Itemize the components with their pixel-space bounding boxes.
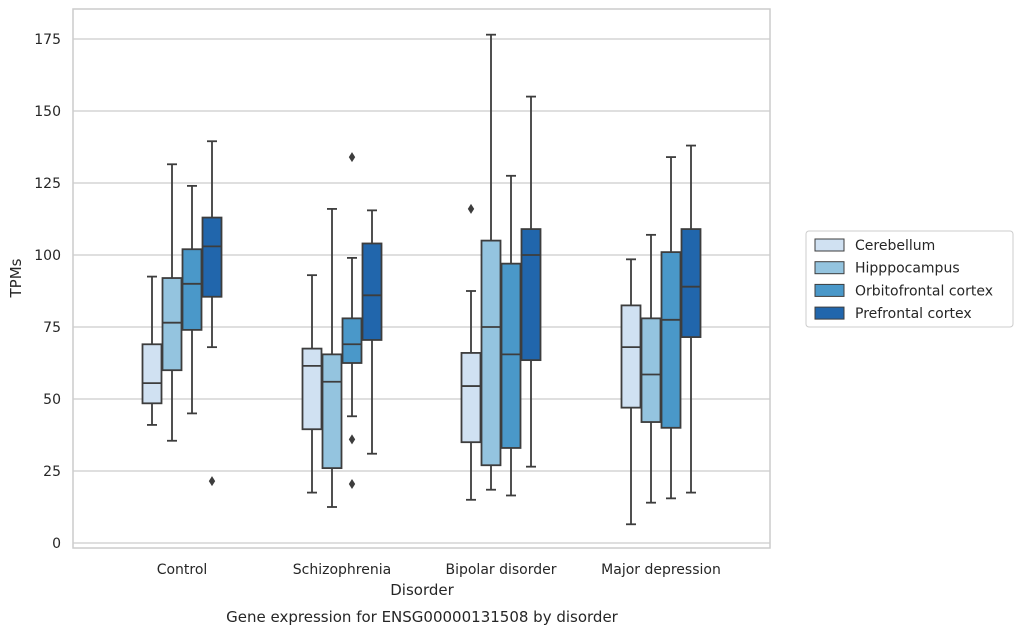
- box-body: [640, 317, 662, 423]
- box-body: [181, 248, 203, 331]
- box-body: [500, 262, 522, 449]
- box-1-0: [301, 274, 323, 494]
- legend-label: Cerebellum: [855, 238, 935, 254]
- y-tick-label: 50: [43, 392, 61, 408]
- box-0-1: [161, 163, 183, 442]
- box-body: [321, 353, 343, 470]
- box-0-2: [181, 184, 203, 415]
- box-body: [361, 242, 383, 341]
- outlier-point: [348, 478, 356, 489]
- legend-item: Hipppocampus: [814, 261, 960, 277]
- chart-caption: Gene expression for ENSG00000131508 by d…: [226, 608, 619, 626]
- x-axis-label: Disorder: [390, 581, 454, 599]
- x-tick-label: Schizophrenia: [293, 562, 391, 578]
- legend-swatch: [814, 306, 845, 320]
- box-1-2: [341, 152, 363, 489]
- outlier-point: [208, 476, 216, 487]
- box-body: [620, 304, 642, 409]
- y-tick-label: 175: [34, 32, 61, 48]
- legend-label: Orbitofrontal cortex: [855, 283, 993, 299]
- boxes: [141, 33, 702, 526]
- legend-item: Orbitofrontal cortex: [814, 283, 993, 299]
- box-3-3: [680, 144, 702, 494]
- box-body: [520, 228, 542, 362]
- box-2-2: [500, 174, 522, 497]
- y-tick-label: 0: [52, 536, 61, 552]
- x-tick-label: Major depression: [601, 562, 721, 578]
- box-0-0: [141, 275, 163, 426]
- x-tick-label: Control: [157, 562, 208, 578]
- legend-frame: [805, 230, 1014, 328]
- box-body: [480, 239, 502, 467]
- box-3-0: [620, 258, 642, 526]
- y-tick-label: 100: [34, 248, 61, 264]
- box-1-1: [321, 208, 343, 508]
- box-2-3: [520, 95, 542, 468]
- y-axis-ticks: 0 25 50 75 100 125 150 175: [34, 32, 61, 552]
- box-0-3: [201, 140, 223, 487]
- box-body: [161, 277, 183, 372]
- legend-item: Prefrontal cortex: [814, 306, 972, 322]
- box-body: [141, 343, 163, 405]
- legend-item: Cerebellum: [814, 238, 935, 254]
- y-axis-label: TPMs: [7, 258, 25, 298]
- legend-label: Hipppocampus: [855, 261, 960, 277]
- y-tick-label: 25: [43, 464, 61, 480]
- plot-frame: [72, 8, 771, 549]
- box-body: [301, 347, 323, 431]
- box-body: [660, 251, 682, 429]
- x-axis-ticks: Control Schizophrenia Bipolar disorder Majo…: [157, 562, 721, 578]
- box-body: [680, 228, 702, 338]
- box-3-2: [660, 156, 682, 500]
- legend-swatch: [814, 238, 845, 252]
- legend-swatch: [814, 261, 845, 275]
- box-body: [460, 352, 482, 444]
- legend-label: Prefrontal cortex: [855, 306, 972, 322]
- box-body: [341, 317, 363, 364]
- box-2-0: [460, 203, 482, 501]
- y-tick-label: 125: [34, 176, 61, 192]
- box-2-1: [480, 33, 502, 491]
- y-tick-label: 75: [43, 320, 61, 336]
- outlier-point: [348, 152, 356, 163]
- legend: Cerebellum Hipppocampus Orbitofrontal cort…: [805, 230, 1014, 328]
- legend-swatch: [814, 283, 845, 297]
- outlier-point: [348, 434, 356, 445]
- box-3-1: [640, 233, 662, 504]
- y-tick-label: 150: [34, 104, 61, 120]
- box-body: [201, 216, 223, 298]
- outlier-point: [467, 203, 475, 214]
- box-1-3: [361, 209, 383, 455]
- x-tick-label: Bipolar disorder: [445, 562, 556, 578]
